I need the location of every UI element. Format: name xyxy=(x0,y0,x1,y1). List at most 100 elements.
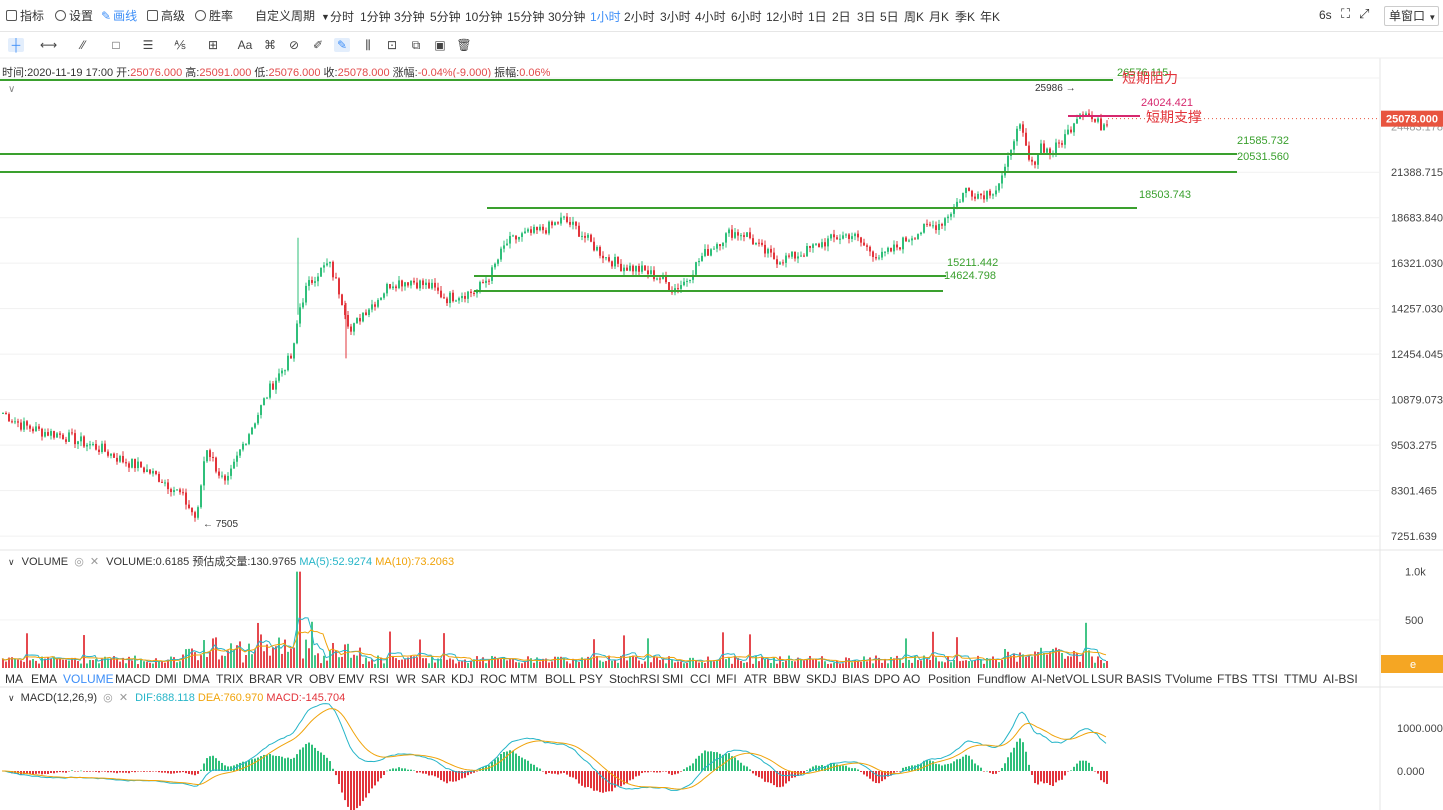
period-5[interactable]: 15分钟 xyxy=(507,10,545,24)
period-6[interactable]: 30分钟 xyxy=(548,10,586,24)
draw-button[interactable]: ✎ 画线 xyxy=(101,8,137,24)
indicator-tab-fundflow[interactable]: Fundflow xyxy=(977,672,1026,686)
window-mode-select[interactable]: 单窗口 ▼ xyxy=(1384,6,1439,26)
indicator-tab-ao[interactable]: AO xyxy=(903,672,921,686)
period-8[interactable]: 2小时 xyxy=(624,10,655,24)
period-16[interactable]: 5日 xyxy=(880,10,899,24)
crosshair-tool-icon[interactable]: ┼ xyxy=(8,38,24,52)
fib-tool-icon[interactable]: ⅍ xyxy=(174,38,186,52)
indicator-tab-dpo[interactable]: DPO xyxy=(874,672,901,686)
volume-bar xyxy=(191,648,193,668)
draw-label: 画线 xyxy=(113,9,138,23)
indicator-tab-vr[interactable]: VR xyxy=(286,672,303,686)
horizontal-ray-tool-icon[interactable]: ⟷ xyxy=(40,38,58,52)
custom-period-dropdown[interactable]: 自定义周期 ▼ xyxy=(255,8,330,24)
text-tool-icon[interactable]: Aa xyxy=(237,38,253,52)
indicator-tab-trix[interactable]: TRIX xyxy=(216,672,244,686)
link-tool-icon[interactable]: ⊘ xyxy=(288,38,300,52)
macd-hist-bar xyxy=(878,771,880,784)
period-2[interactable]: 3分钟 xyxy=(394,10,425,24)
period-9[interactable]: 3小时 xyxy=(660,10,691,24)
period-20[interactable]: 年K xyxy=(980,10,1001,24)
indicator-tab-ftbs[interactable]: FTBS xyxy=(1217,672,1248,686)
advanced-button[interactable]: 高级 xyxy=(147,8,185,24)
indicator-tab-psy[interactable]: PSY xyxy=(579,672,604,686)
indicator-tab-obv[interactable]: OBV xyxy=(309,672,335,686)
indicator-tab-mtm[interactable]: MTM xyxy=(510,672,538,686)
indicator-tab-macd[interactable]: MACD xyxy=(115,672,151,686)
period-13[interactable]: 1日 xyxy=(808,10,827,24)
close-icon[interactable]: ✕ xyxy=(89,556,100,568)
indicator-tab-atr[interactable]: ATR xyxy=(744,672,768,686)
indicator-tab-dma[interactable]: DMA xyxy=(183,672,210,686)
indicator-tab-ai-netvol[interactable]: AI-NetVOL xyxy=(1031,672,1090,686)
indicator-tab-skdj[interactable]: SKDJ xyxy=(806,672,837,686)
settings-button[interactable]: 设置 xyxy=(55,8,93,24)
snapshot-tool-icon[interactable]: ▣ xyxy=(434,38,446,52)
indicator-tab-brar[interactable]: BRAR xyxy=(249,672,283,686)
period-11[interactable]: 6小时 xyxy=(731,10,762,24)
indicator-tab-kdj[interactable]: KDJ xyxy=(451,672,474,686)
close-icon[interactable]: ✕ xyxy=(118,692,129,704)
indicator-tab-volume[interactable]: VOLUME xyxy=(63,672,114,686)
parallel-lines-tool-icon[interactable]: ☰ xyxy=(142,38,154,52)
period-3[interactable]: 5分钟 xyxy=(430,10,461,24)
indicator-tab-ema[interactable]: EMA xyxy=(31,672,58,686)
refresh-interval[interactable]: 6s xyxy=(1319,8,1332,22)
indicator-tab-tvolume[interactable]: TVolume xyxy=(1165,672,1213,686)
pattern-tool-icon[interactable]: ⌘ xyxy=(264,38,276,52)
period-19[interactable]: 季K xyxy=(955,10,976,24)
period-7[interactable]: 1小时 xyxy=(590,10,621,24)
period-12[interactable]: 12小时 xyxy=(766,10,804,24)
indicator-tab-mfi[interactable]: MFI xyxy=(716,672,737,686)
hide-tool-icon[interactable]: ⧉ xyxy=(411,38,421,52)
period-4[interactable]: 10分钟 xyxy=(465,10,503,24)
period-15[interactable]: 3日 xyxy=(857,10,876,24)
trend-line-tool-icon[interactable]: ⁄⁄ xyxy=(80,38,85,52)
indicators-button[interactable]: 指标 xyxy=(6,8,44,24)
indicator-tab-basis[interactable]: BASIS xyxy=(1126,672,1162,686)
ruler-tool-icon[interactable]: ✐ xyxy=(312,38,324,52)
lock-tool-icon[interactable]: ⊡ xyxy=(386,38,398,52)
fullscreen-icon[interactable]: ⛶ xyxy=(1341,6,1351,21)
indicator-tab-dmi[interactable]: DMI xyxy=(155,672,177,686)
candle-body xyxy=(131,458,133,468)
indicator-tab-cci[interactable]: CCI xyxy=(690,672,711,686)
indicator-tab-rsi[interactable]: RSI xyxy=(369,672,390,686)
indicator-tab-roc[interactable]: ROC xyxy=(480,672,507,686)
collapse-chevron-icon[interactable]: ∨ xyxy=(8,693,15,703)
indicator-tab-emv[interactable]: EMV xyxy=(338,672,365,686)
indicator-tab-boll[interactable]: BOLL xyxy=(545,672,576,686)
indicator-tab-ma[interactable]: MA xyxy=(5,672,23,686)
period-18[interactable]: 月K xyxy=(929,10,950,24)
forecast-tool-icon[interactable]: ⫼ xyxy=(365,38,371,52)
indicator-tab-wr[interactable]: WR xyxy=(396,672,416,686)
macd-hist-bar xyxy=(35,771,37,774)
settings-icon[interactable]: ◎ xyxy=(74,556,84,568)
expand-icon[interactable]: ⤢ xyxy=(1359,6,1370,21)
winrate-button[interactable]: 胜率 xyxy=(195,8,233,24)
indicator-tab-bias[interactable]: BIAS xyxy=(842,672,870,686)
indicator-tab-smi[interactable]: SMI xyxy=(662,672,684,686)
indicator-tab-bbw[interactable]: BBW xyxy=(773,672,801,686)
period-0[interactable]: 分时 xyxy=(330,10,355,24)
measure-tool-icon[interactable]: ⊞ xyxy=(207,38,219,52)
indicator-tab-ai-bsi[interactable]: AI-BSI xyxy=(1323,672,1358,686)
rectangle-tool-icon[interactable]: □ xyxy=(112,38,120,52)
period-10[interactable]: 4小时 xyxy=(695,10,726,24)
brush-tool-icon[interactable]: ✎ xyxy=(334,38,350,52)
settings-icon[interactable]: ◎ xyxy=(103,692,113,704)
period-17[interactable]: 周K xyxy=(904,10,925,24)
indicator-tab-ttsi[interactable]: TTSI xyxy=(1252,672,1278,686)
indicator-tab-position[interactable]: Position xyxy=(928,672,971,686)
candle-body xyxy=(32,428,34,432)
indicator-tab-sar[interactable]: SAR xyxy=(421,672,446,686)
indicator-tab-ttmu[interactable]: TTMU xyxy=(1284,672,1318,686)
delete-tool-icon[interactable]: 🗑 xyxy=(456,38,472,52)
period-14[interactable]: 2日 xyxy=(832,10,851,24)
collapse-chevron-icon[interactable]: ∨ xyxy=(8,557,15,567)
indicator-tab-stochrsi[interactable]: StochRSI xyxy=(609,672,660,686)
indicator-tab-lsur[interactable]: LSUR xyxy=(1091,672,1124,686)
period-1[interactable]: 1分钟 xyxy=(360,10,391,24)
